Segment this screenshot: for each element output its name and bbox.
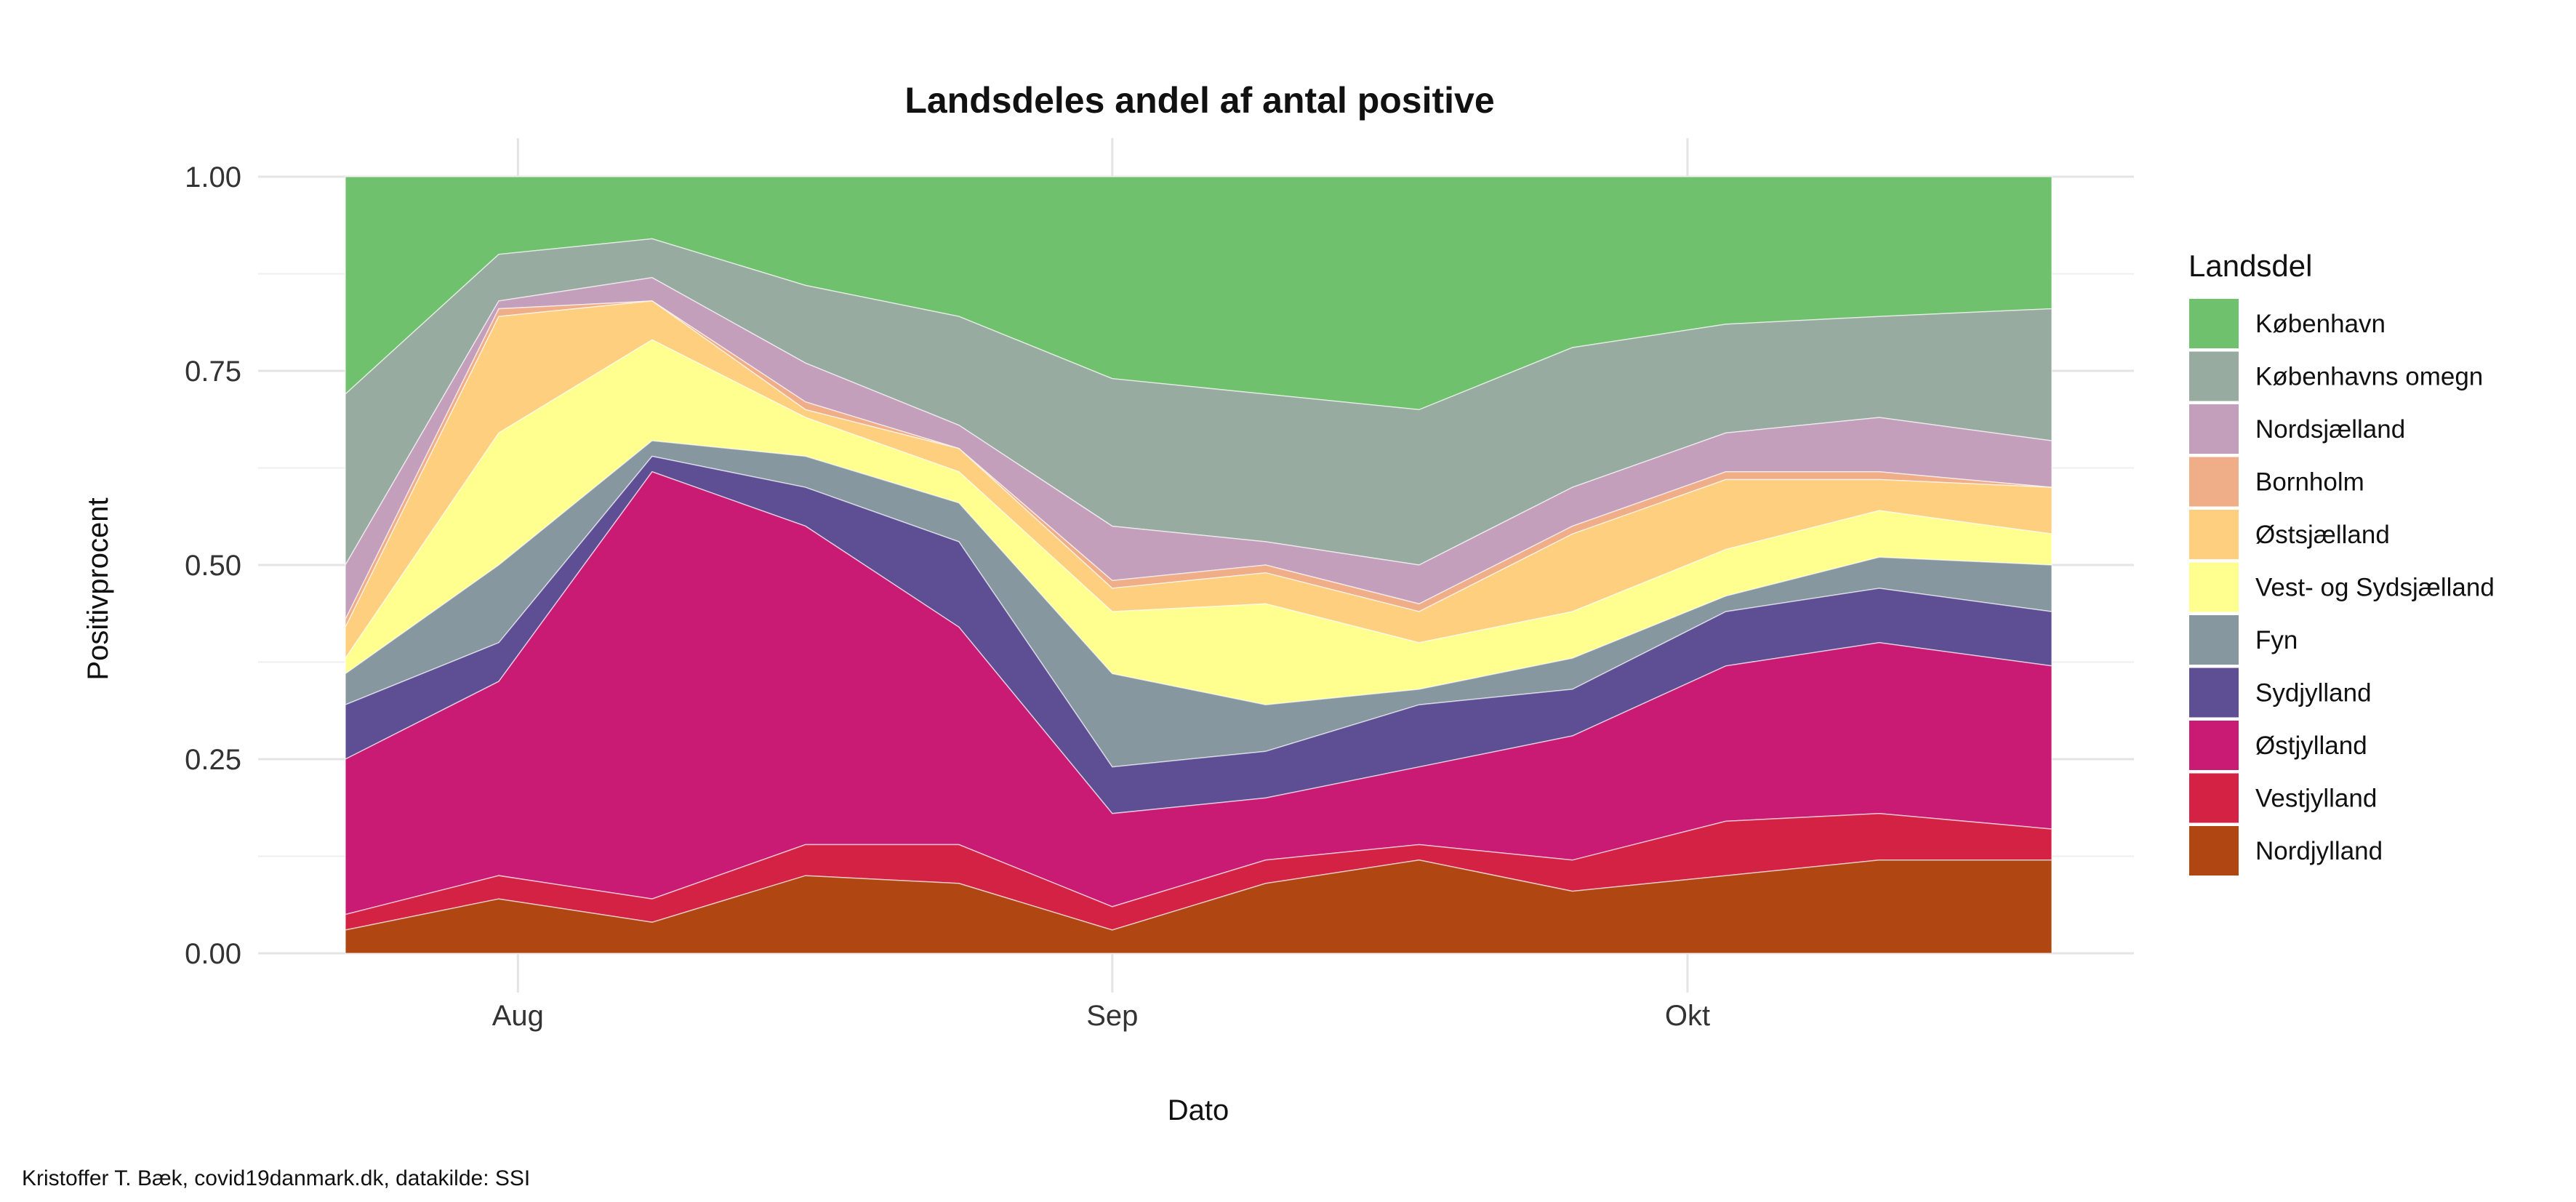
legend-label-københavn: København	[2255, 310, 2386, 338]
legend-label-østsjælland: Østsjælland	[2255, 521, 2390, 549]
y-tick-label: 1.00	[185, 161, 241, 193]
area-nordjylland	[345, 860, 2053, 954]
legend-swatch-østsjælland	[2188, 508, 2240, 561]
legend-swatch-vestjylland	[2188, 772, 2240, 825]
legend-swatch-nordjylland	[2188, 825, 2240, 877]
legend-title: Landsdel	[2188, 249, 2312, 283]
legend-swatch-østjylland	[2188, 719, 2240, 772]
legend-label-københavns-omegn: Københavns omegn	[2255, 363, 2483, 391]
legend-swatch-københavn	[2188, 297, 2240, 350]
legend-label-nordjylland: Nordjylland	[2255, 837, 2383, 865]
legend-label-østjylland: Østjylland	[2255, 732, 2367, 760]
stacked-areas	[345, 176, 2053, 954]
caption: Kristoffer T. Bæk, covid19danmark.dk, da…	[22, 1166, 530, 1190]
x-axis-title: Dato	[1168, 1094, 1229, 1126]
x-tick-label: Aug	[492, 1000, 544, 1032]
legend-label-vestjylland: Vestjylland	[2255, 785, 2377, 813]
legend-swatch-bornholm	[2188, 455, 2240, 508]
y-axis-title: Positivprocent	[82, 497, 114, 680]
y-axis-ticks: 0.00 0.25 0.50 0.75 1.00	[185, 161, 241, 970]
legend-label-fyn: Fyn	[2255, 626, 2298, 654]
legend-label-nordsjælland: Nordsjælland	[2255, 415, 2405, 444]
legend-label-bornholm: Bornholm	[2255, 468, 2364, 497]
legend-label-sydjylland: Sydjylland	[2255, 679, 2372, 708]
y-tick-label: 0.25	[185, 744, 241, 776]
y-tick-label: 0.00	[185, 938, 241, 970]
x-axis-ticks: Aug Sep Okt	[492, 1000, 1710, 1032]
legend: København Københavns omegn Nordsjælland Bor…	[2188, 297, 2495, 877]
legend-swatch-sydjylland	[2188, 666, 2240, 719]
legend-swatch-københavns-omegn	[2188, 350, 2240, 403]
y-tick-label: 0.50	[185, 550, 241, 582]
legend-swatch-fyn	[2188, 614, 2240, 666]
y-tick-label: 0.75	[185, 356, 241, 388]
legend-label-vest-og-sydsjælland: Vest- og Sydsjælland	[2255, 574, 2495, 602]
x-tick-label: Okt	[1665, 1000, 1710, 1032]
legend-swatch-vest-og-sydsjælland	[2188, 561, 2240, 614]
x-tick-label: Sep	[1086, 1000, 1138, 1032]
chart-title: Landsdeles andel af antal positive	[904, 80, 1494, 121]
legend-swatch-nordsjælland	[2188, 403, 2240, 455]
